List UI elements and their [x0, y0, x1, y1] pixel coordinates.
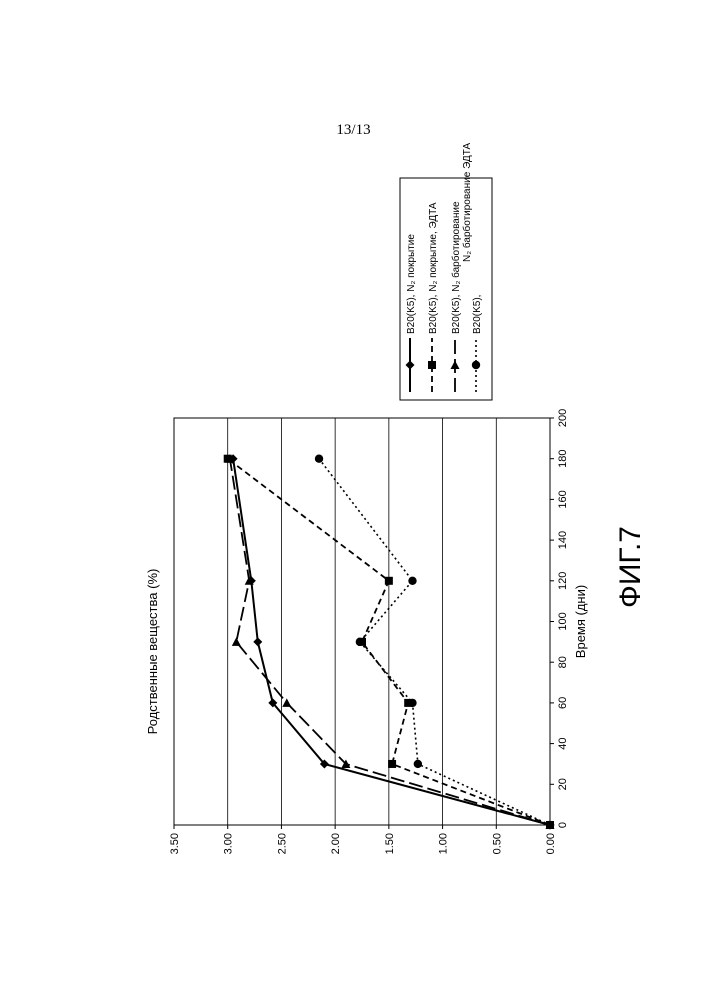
y-tick-label: 1.50: [384, 833, 396, 854]
x-tick-label: 200: [557, 409, 569, 427]
x-tick-label: 20: [557, 778, 569, 790]
y-tick-label: 2.00: [330, 833, 342, 854]
legend-label-line2: N₂ барботирование ЭДТА: [461, 143, 473, 262]
legend-swatch-marker: [428, 361, 436, 369]
x-tick-label: 40: [557, 737, 569, 749]
data-point-3: [282, 698, 291, 707]
y-tick-label: 0.00: [545, 833, 557, 854]
plot-area: 0.00 0.50 1.00 1.50 2.00 2.50 3.00 3.50 0 20 40 60 8…: [145, 409, 588, 855]
y-tick-label: 3.00: [223, 833, 235, 854]
data-point-4: [414, 760, 422, 768]
series-line-3: [230, 459, 550, 825]
x-tick-label: 0: [557, 822, 569, 828]
data-point-4: [315, 455, 323, 463]
y-tick-label: 0.50: [491, 833, 503, 854]
data-point-4: [356, 638, 364, 646]
x-tick-label: 180: [557, 450, 569, 468]
x-tick-label: 160: [557, 490, 569, 508]
plot-frame: [174, 418, 550, 825]
data-point-1: [253, 637, 262, 646]
figure-label: ФИГ.7: [614, 526, 647, 608]
data-point-4: [546, 821, 554, 829]
y-tick-label: 2.50: [276, 833, 288, 854]
data-point-2: [388, 760, 396, 768]
legend-swatch-marker: [472, 361, 480, 369]
data-point-4: [408, 577, 416, 585]
x-axis-title: Время (дни): [573, 585, 588, 658]
legend-label: B20(K5), N₂ покрытие, ЭДТА: [428, 202, 439, 334]
y-tick-label: 3.50: [169, 833, 181, 854]
data-point-2: [385, 577, 393, 585]
data-point-4: [408, 699, 416, 707]
data-point-3: [232, 637, 241, 646]
series-line-4: [319, 459, 550, 825]
y-tick-label: 1.00: [438, 833, 450, 854]
x-tick-label: 80: [557, 656, 569, 668]
legend-label: B20(K5), N₂ барботирование: [450, 201, 462, 334]
x-tick-label: 60: [557, 697, 569, 709]
x-tick-label: 120: [557, 572, 569, 590]
y-axis-title: Родственные вещества (%): [145, 569, 160, 735]
x-tick-label: 100: [557, 612, 569, 630]
legend: B20(K5), N₂ покрытие B20(K5), N₂ покрытие…: [400, 143, 492, 400]
x-tick-label: 140: [557, 531, 569, 549]
legend-label: B20(K5),: [472, 295, 483, 334]
legend-label: B20(K5), N₂ покрытие: [406, 234, 417, 334]
series-line-1: [233, 459, 550, 825]
